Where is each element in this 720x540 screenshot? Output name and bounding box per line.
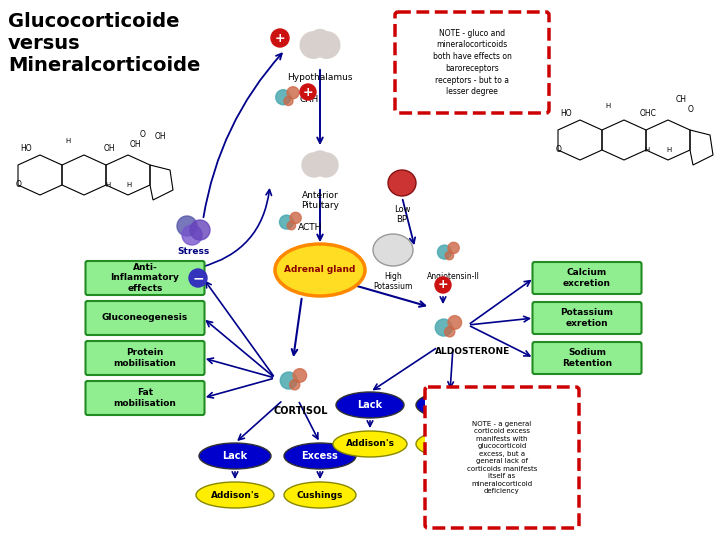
FancyBboxPatch shape <box>533 342 642 374</box>
Circle shape <box>448 316 462 329</box>
Text: OH: OH <box>130 140 142 149</box>
Text: Fat
mobilisation: Fat mobilisation <box>114 388 176 408</box>
Text: O: O <box>16 180 22 189</box>
Text: O: O <box>140 130 146 139</box>
Text: CRH: CRH <box>300 96 319 105</box>
Circle shape <box>289 380 300 390</box>
Text: Cushings: Cushings <box>297 490 343 500</box>
Text: High
Potassium: High Potassium <box>373 272 413 292</box>
Text: H: H <box>126 182 131 188</box>
Circle shape <box>271 29 289 47</box>
Circle shape <box>276 90 291 105</box>
Text: CH: CH <box>676 95 687 104</box>
Text: OH: OH <box>155 132 166 141</box>
Text: Low
BP: Low BP <box>394 205 410 225</box>
Text: ACTH: ACTH <box>298 224 322 233</box>
Circle shape <box>438 245 451 259</box>
Text: H: H <box>105 182 110 188</box>
Text: +: + <box>275 31 285 44</box>
Ellipse shape <box>416 431 484 457</box>
Text: OH: OH <box>104 144 116 153</box>
Text: Glucocorticoide
versus
Mineralcorticoide: Glucocorticoide versus Mineralcorticoide <box>8 12 200 75</box>
Circle shape <box>436 319 452 336</box>
Text: O: O <box>556 145 562 154</box>
Ellipse shape <box>275 244 365 296</box>
Ellipse shape <box>388 170 416 196</box>
Text: Anterior
Pituitary: Anterior Pituitary <box>301 191 339 211</box>
Text: CORTISOL: CORTISOL <box>274 406 328 416</box>
Text: Protein
mobilisation: Protein mobilisation <box>114 348 176 368</box>
Circle shape <box>309 30 331 52</box>
FancyBboxPatch shape <box>86 301 204 335</box>
FancyBboxPatch shape <box>533 302 642 334</box>
Text: Addison's: Addison's <box>210 490 259 500</box>
FancyBboxPatch shape <box>533 262 642 294</box>
Text: H: H <box>666 147 671 153</box>
Text: O: O <box>688 105 694 114</box>
Ellipse shape <box>336 392 404 418</box>
FancyBboxPatch shape <box>395 12 549 113</box>
Ellipse shape <box>196 482 274 508</box>
Text: Angiotensin-II: Angiotensin-II <box>426 272 480 281</box>
Text: −: − <box>192 271 204 285</box>
Circle shape <box>177 216 197 236</box>
Text: Excess: Excess <box>302 451 338 461</box>
Circle shape <box>435 277 451 293</box>
Text: ALDOSTERONE: ALDOSTERONE <box>436 347 510 356</box>
Circle shape <box>445 252 454 260</box>
Text: Gluconeogenesis: Gluconeogenesis <box>102 314 188 322</box>
Circle shape <box>444 327 455 337</box>
Circle shape <box>284 97 293 105</box>
Circle shape <box>290 212 301 224</box>
Text: Lack: Lack <box>357 400 382 410</box>
Circle shape <box>280 372 297 389</box>
Ellipse shape <box>373 234 413 266</box>
Circle shape <box>302 153 326 177</box>
Text: Addison's: Addison's <box>346 440 395 449</box>
Text: +: + <box>438 279 449 292</box>
Text: H: H <box>605 103 611 109</box>
Text: Sodium
Retention: Sodium Retention <box>562 348 612 368</box>
Circle shape <box>310 151 330 171</box>
FancyBboxPatch shape <box>86 341 204 375</box>
Text: NOTE - a general
corticoid excess
manifests with
glucocorticoid
excess, but a
ge: NOTE - a general corticoid excess manife… <box>467 421 537 494</box>
Circle shape <box>293 369 307 382</box>
Text: Anti-
Inflammatory
effects: Anti- Inflammatory effects <box>111 263 179 293</box>
Text: Conn's: Conn's <box>433 440 467 449</box>
Text: Stress: Stress <box>177 247 209 256</box>
Circle shape <box>313 32 340 58</box>
Circle shape <box>190 220 210 240</box>
Text: Excess: Excess <box>431 400 469 410</box>
Text: Calcium
excretion: Calcium excretion <box>563 268 611 288</box>
Text: Lack: Lack <box>222 451 248 461</box>
Text: OHC: OHC <box>640 109 657 118</box>
Text: Hypothalamus: Hypothalamus <box>287 73 353 82</box>
Circle shape <box>287 87 299 99</box>
Text: H: H <box>65 138 71 144</box>
Text: Potassium
exretion: Potassium exretion <box>560 308 613 328</box>
Ellipse shape <box>333 431 407 457</box>
Text: HO: HO <box>560 109 572 118</box>
FancyBboxPatch shape <box>425 387 579 528</box>
Ellipse shape <box>416 392 484 418</box>
Ellipse shape <box>199 443 271 469</box>
Circle shape <box>448 242 459 253</box>
Text: +: + <box>302 85 313 98</box>
Circle shape <box>314 153 338 177</box>
Ellipse shape <box>284 482 356 508</box>
Circle shape <box>287 221 296 230</box>
FancyBboxPatch shape <box>86 261 204 295</box>
Circle shape <box>182 225 202 245</box>
Text: H: H <box>644 147 649 153</box>
Circle shape <box>300 84 316 100</box>
FancyBboxPatch shape <box>86 381 204 415</box>
Text: HO: HO <box>20 144 32 153</box>
Text: Adrenal gland: Adrenal gland <box>284 266 356 274</box>
Circle shape <box>300 32 327 58</box>
Ellipse shape <box>284 443 356 469</box>
Circle shape <box>189 269 207 287</box>
Circle shape <box>279 215 294 229</box>
Text: NOTE - gluco and
mineralocorticoids
both have effects on
baroreceptors
receptors: NOTE - gluco and mineralocorticoids both… <box>433 29 511 97</box>
